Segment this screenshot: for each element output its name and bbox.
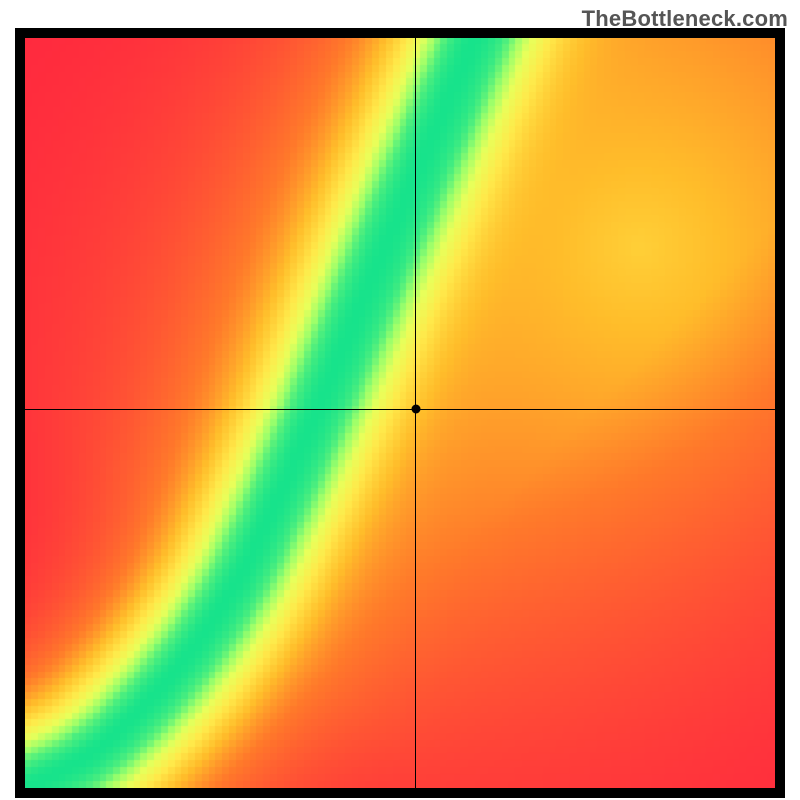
crosshair-dot (411, 405, 420, 414)
chart-container: TheBottleneck.com (0, 0, 800, 800)
chart-frame (15, 28, 785, 798)
crosshair-horizontal (25, 409, 775, 410)
heatmap-canvas (25, 38, 775, 788)
